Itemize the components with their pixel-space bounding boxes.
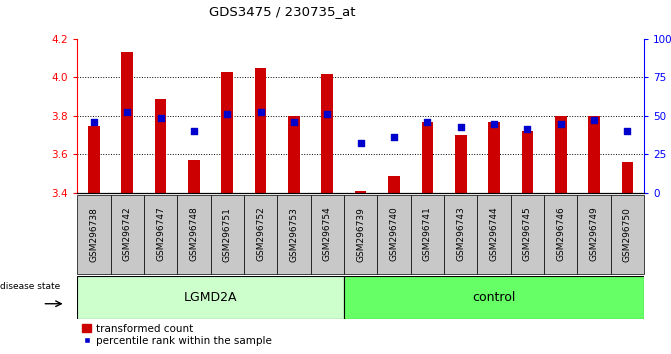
FancyBboxPatch shape — [77, 276, 344, 319]
Point — [556, 121, 566, 126]
Point — [488, 121, 499, 126]
Bar — [555, 116, 566, 193]
Text: GSM296745: GSM296745 — [523, 207, 532, 261]
Point — [289, 119, 299, 125]
Text: GSM296744: GSM296744 — [490, 207, 499, 261]
FancyBboxPatch shape — [544, 195, 578, 274]
FancyBboxPatch shape — [411, 195, 444, 274]
Legend: transformed count, percentile rank within the sample: transformed count, percentile rank withi… — [83, 324, 272, 346]
FancyBboxPatch shape — [611, 195, 644, 274]
FancyBboxPatch shape — [311, 195, 344, 274]
Bar — [255, 68, 266, 193]
Point — [588, 117, 599, 122]
Point — [222, 111, 233, 117]
FancyBboxPatch shape — [277, 195, 311, 274]
Bar — [188, 160, 200, 193]
Point — [89, 119, 99, 125]
FancyBboxPatch shape — [578, 195, 611, 274]
FancyBboxPatch shape — [377, 195, 411, 274]
Text: GSM296743: GSM296743 — [456, 207, 465, 261]
Bar — [621, 162, 633, 193]
Point — [255, 109, 266, 115]
Bar — [321, 74, 333, 193]
Bar — [355, 191, 366, 193]
Point — [422, 119, 433, 125]
Point — [522, 127, 533, 132]
Point — [155, 115, 166, 121]
Bar — [121, 52, 133, 193]
Point — [322, 111, 333, 117]
Bar — [221, 72, 233, 193]
Text: GSM296751: GSM296751 — [223, 207, 231, 262]
Text: GSM296753: GSM296753 — [289, 207, 299, 262]
Text: GDS3475 / 230735_at: GDS3475 / 230735_at — [209, 5, 355, 18]
Bar — [155, 99, 166, 193]
Point — [356, 140, 366, 146]
FancyBboxPatch shape — [211, 195, 244, 274]
Point — [122, 109, 133, 115]
Point — [622, 129, 633, 134]
FancyBboxPatch shape — [444, 195, 477, 274]
Text: GSM296738: GSM296738 — [89, 207, 99, 262]
Bar — [588, 116, 600, 193]
FancyBboxPatch shape — [111, 195, 144, 274]
Text: GSM296748: GSM296748 — [189, 207, 199, 261]
Text: GSM296739: GSM296739 — [356, 207, 365, 262]
FancyBboxPatch shape — [144, 195, 177, 274]
Bar — [88, 126, 100, 193]
Point — [389, 134, 399, 140]
Point — [456, 125, 466, 130]
FancyBboxPatch shape — [511, 195, 544, 274]
FancyBboxPatch shape — [344, 195, 377, 274]
Text: LGMD2A: LGMD2A — [184, 291, 238, 304]
FancyBboxPatch shape — [177, 195, 211, 274]
FancyBboxPatch shape — [344, 276, 644, 319]
Text: GSM296750: GSM296750 — [623, 207, 632, 262]
Text: GSM296747: GSM296747 — [156, 207, 165, 261]
Bar — [421, 122, 433, 193]
Bar — [389, 176, 400, 193]
Text: control: control — [472, 291, 516, 304]
Bar — [521, 131, 533, 193]
Text: GSM296749: GSM296749 — [590, 207, 599, 261]
FancyBboxPatch shape — [77, 195, 111, 274]
FancyBboxPatch shape — [244, 195, 277, 274]
Text: GSM296741: GSM296741 — [423, 207, 432, 261]
Text: GSM296742: GSM296742 — [123, 207, 132, 261]
Bar — [288, 116, 300, 193]
Text: GSM296746: GSM296746 — [556, 207, 565, 261]
FancyBboxPatch shape — [477, 195, 511, 274]
Text: GSM296752: GSM296752 — [256, 207, 265, 261]
Text: GSM296740: GSM296740 — [389, 207, 399, 261]
Point — [189, 129, 199, 134]
Text: GSM296754: GSM296754 — [323, 207, 332, 261]
Bar — [488, 122, 500, 193]
Bar — [455, 135, 466, 193]
Text: disease state: disease state — [0, 282, 60, 291]
